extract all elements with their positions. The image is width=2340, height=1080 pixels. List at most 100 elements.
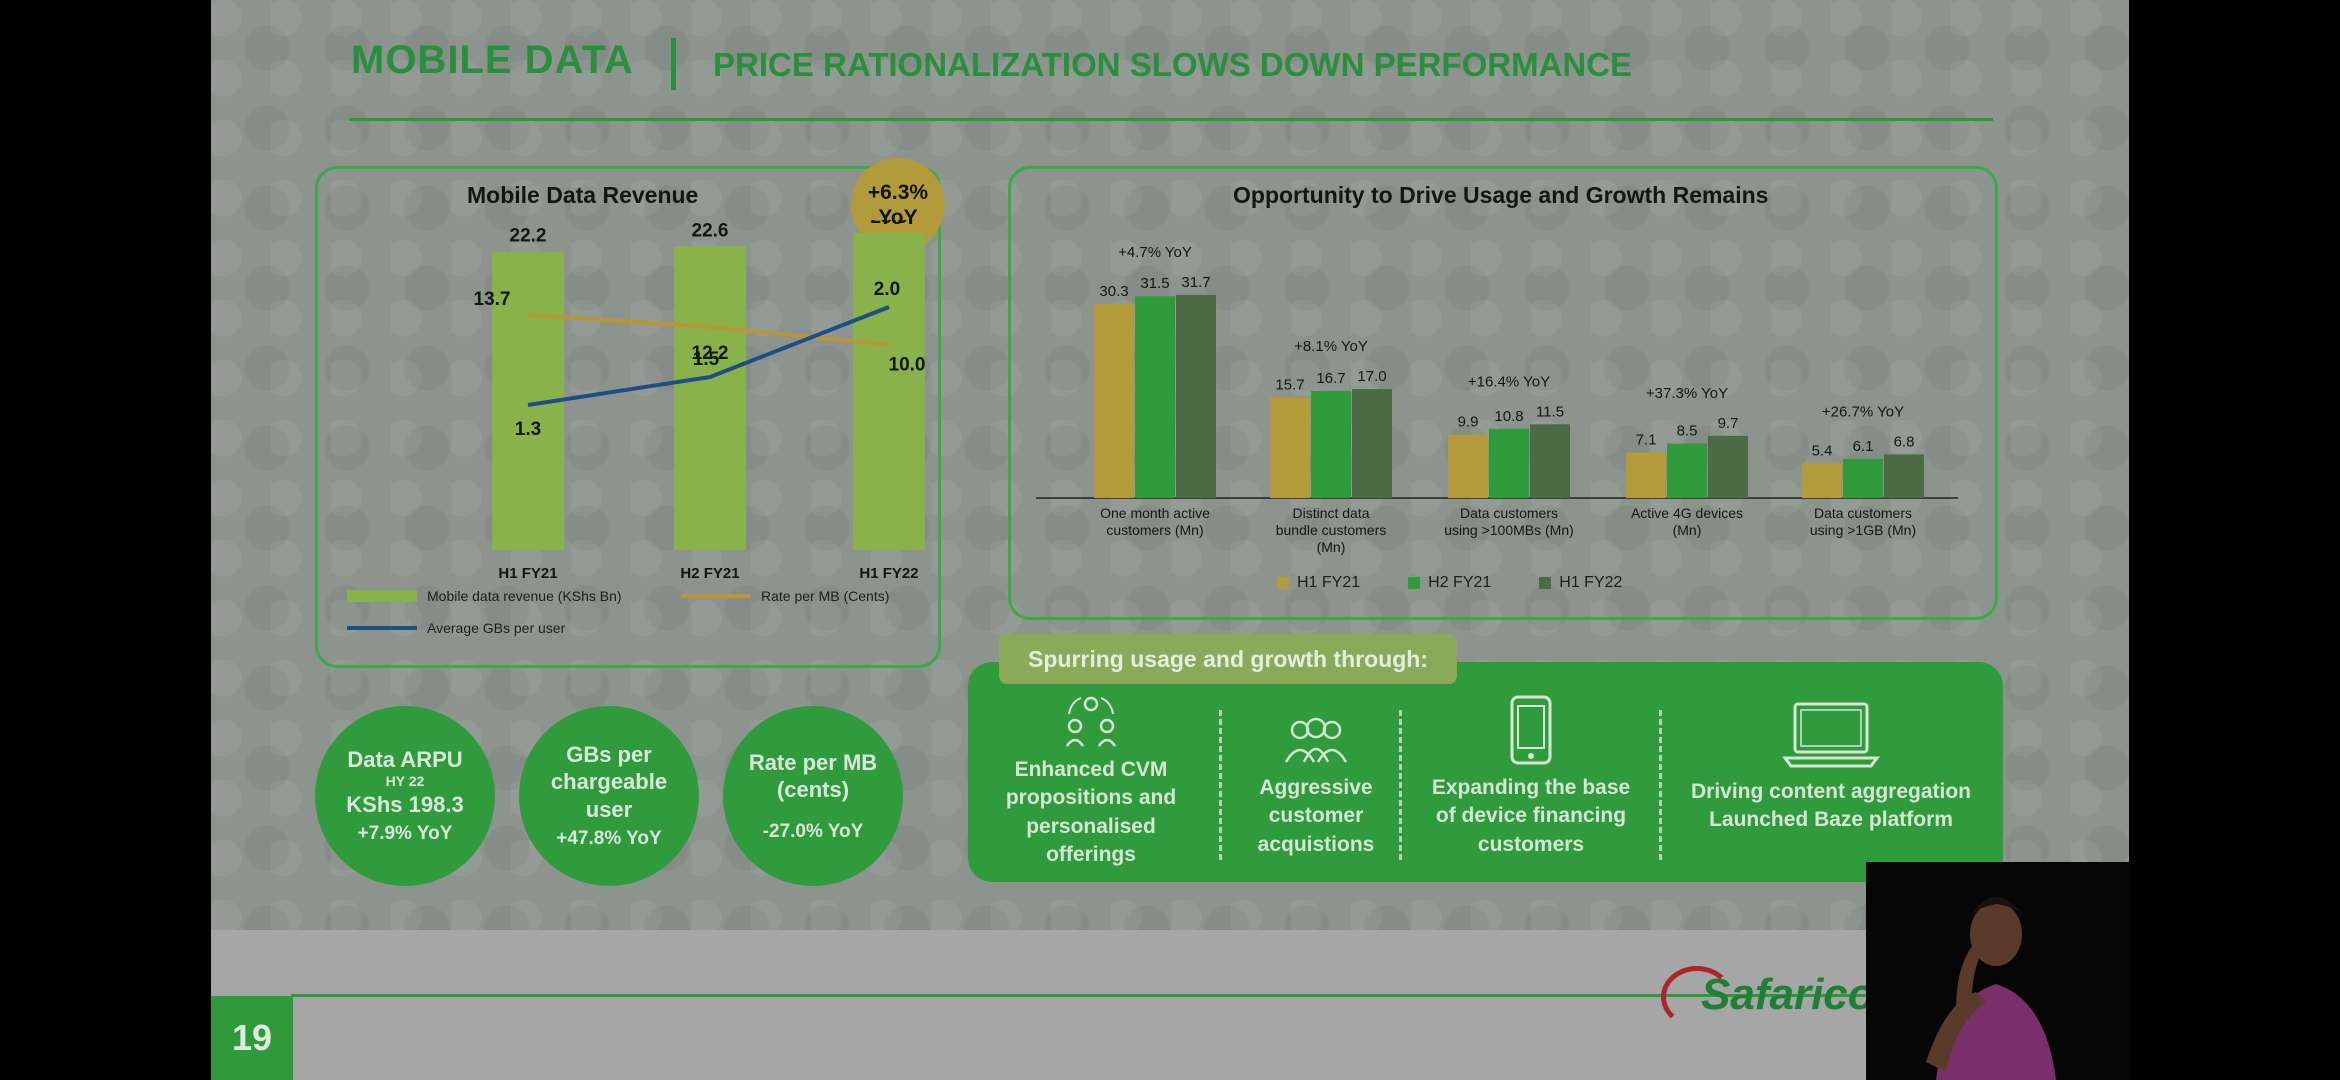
gbs-point-label: 2.0 [874,279,900,300]
spur-divider [1219,710,1222,860]
opportunity-legend: H1 FY21 H2 FY21 H1 FY22 [1277,574,1622,592]
spurring-box [968,662,2003,882]
rate-point-label: 10.0 [889,355,926,376]
opportunity-bar-label: 9.7 [1718,415,1739,432]
revenue-bar-label: 22.2 [510,226,547,247]
category-label: (Mn) [1317,539,1346,555]
x-tick-label: H1 FY22 [859,565,918,582]
opportunity-bar [1708,435,1748,498]
opportunity-bar-label: 31.7 [1181,274,1210,291]
category-label: Data customers [1814,505,1912,521]
legend-h1fy21-label: H1 FY21 [1297,574,1361,591]
badge-value: +6.3% [867,180,929,204]
revenue-panel [315,166,941,668]
page-subtitle: PRICE RATIONALIZATION SLOWS DOWN PERFORM… [713,46,1633,83]
opportunity-bar-label: 10.8 [1494,408,1523,425]
stat-title: GBs per chargeable user [550,741,668,822]
opportunity-bar-label: 9.9 [1458,414,1479,431]
category-label: bundle customers [1276,522,1387,538]
stat-change: +47.8% YoY [556,828,662,850]
footer-rule [291,994,1911,997]
legend-revenue-swatch [347,590,417,602]
spur-item-text: Driving content aggregation Launched Baz… [1690,780,1971,832]
opportunity-bar-label: 30.3 [1099,283,1128,300]
opportunity-bar [1176,294,1216,498]
opportunity-bar [1802,463,1842,498]
stat-change: +7.9% YoY [357,823,453,845]
spur-item-text: Enhanced CVM propositions and personalis… [1005,758,1177,867]
badge-unit: YoY [878,206,918,229]
spur-divider [1399,710,1402,860]
opportunity-bar [1667,443,1707,498]
title-separator [671,38,676,90]
opportunity-bar [1489,428,1529,498]
opportunity-bar-label: 16.7 [1316,370,1345,387]
legend-gbs: Average GBs per user [347,620,565,636]
page-title: MOBILE DATA [351,38,634,82]
opportunity-bar-label: 17.0 [1357,368,1386,385]
legend-h2fy21-label: H2 FY21 [1428,574,1492,591]
category-label: (Mn) [1673,522,1702,538]
gbs-point-label: 1.3 [515,419,541,440]
category-label: Distinct data [1292,505,1369,521]
spur-item-cvm: Enhanced CVM propositions and personalis… [991,690,1191,869]
revenue-bar-label: 23.6 [871,220,908,228]
legend-h1fy21-swatch [1277,577,1289,589]
category-label: customers (Mn) [1106,522,1203,538]
interpreter-video [1866,862,2130,1080]
legend-rate-label: Rate per MB (Cents) [761,588,890,604]
stat-period: HY 22 [385,773,425,790]
yoy-label: +8.1% YoY [1294,338,1368,355]
category-label: using >100MBs (Mn) [1444,522,1574,538]
legend-rate-swatch [681,594,751,598]
yoy-label: +26.7% YoY [1822,403,1904,420]
spur-item-content: Driving content aggregation Launched Baz… [1671,700,1991,835]
opportunity-bar-label: 7.1 [1636,432,1657,449]
opportunity-bar [1311,391,1351,498]
legend-rate: Rate per MB (Cents) [681,588,889,604]
slide: MOBILE DATA PRICE RATIONALIZATION SLOWS … [211,0,2129,1080]
logo-swoosh [1661,966,1733,1028]
legend-revenue: Mobile data revenue (KShs Bn) [347,588,622,604]
revenue-bar-label: 22.6 [692,220,729,241]
opportunity-bar [1270,397,1310,498]
opportunity-bar [1626,452,1666,498]
gbs-point-label: 1.5 [693,349,720,370]
opportunity-bar-label: 5.4 [1812,442,1833,459]
opportunity-bar-label: 31.5 [1140,275,1169,292]
stat-title: Data ARPU [347,746,463,772]
footer [211,930,2129,1080]
legend-h1fy22-label: H1 FY22 [1559,574,1623,591]
spurring-tag: Spurring usage and growth through: [999,634,1457,684]
page-number: 19 [211,996,293,1080]
category-label: Data customers [1460,505,1558,521]
opportunity-bar-label: 6.1 [1853,438,1874,455]
opportunity-bar [1094,303,1134,498]
gbs-line [527,305,890,407]
stat-title: Rate per MB (cents) [748,749,878,803]
title-rule [349,118,1993,121]
category-label: One month active [1100,505,1210,521]
rate-point-label: 13.7 [474,289,511,310]
stat-change: -27.0% YoY [762,820,864,842]
opportunity-bar-label: 6.8 [1894,433,1915,450]
opportunity-chart: 30.3 31.5 31.7 +4.7% YoY One month activecus… [1036,244,1958,555]
opportunity-bar [1352,389,1392,498]
phone-icon [1510,695,1552,765]
opportunity-bar [1530,424,1570,498]
legend-gbs-swatch [347,626,417,630]
opportunity-bar [1448,434,1488,498]
stat-gbs-per-user: GBs per chargeable user +47.8% YoY [519,706,699,886]
opportunity-bar [1884,454,1924,498]
revenue-chart-title: Mobile Data Revenue [467,182,699,208]
opportunity-panel [1008,166,1998,620]
revenue-bar [853,232,925,551]
x-tick-label: H1 FY21 [498,565,557,582]
interpreter-figure [1866,862,2130,1080]
opportunity-bar-label: 8.5 [1677,423,1698,440]
opportunity-bar [1135,296,1175,498]
spur-item-device-financing: Expanding the base of device financing c… [1421,694,1641,859]
legend-revenue-label: Mobile data revenue (KShs Bn) [427,588,622,604]
rate-point-label: 12.2 [692,343,729,364]
revenue-chart: 22.2 H1 FY21 22.6 H2 FY21 23.6 H1 FY22 13.7 12.… [474,220,926,582]
